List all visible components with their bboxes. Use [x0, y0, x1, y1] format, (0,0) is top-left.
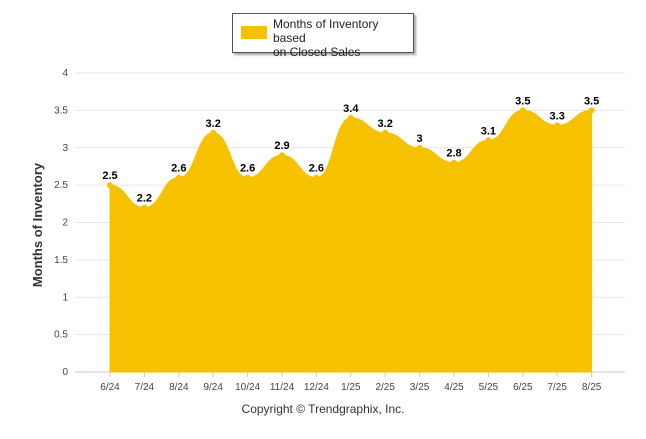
- y-tick-label: 0: [62, 367, 68, 378]
- data-label: 3.3: [550, 110, 565, 122]
- y-tick-label: 2: [62, 218, 68, 229]
- legend[interactable]: Months of Inventory based on Closed Sale…: [232, 13, 414, 59]
- data-label: 2.2: [137, 193, 152, 205]
- data-point[interactable]: [107, 182, 113, 189]
- x-tick-label: 11/24: [270, 382, 295, 393]
- data-point[interactable]: [554, 122, 561, 129]
- series-area: [107, 107, 595, 373]
- y-tick-label: 1.5: [54, 255, 68, 266]
- legend-label-line1: Months of Inventory based: [273, 17, 379, 45]
- area-series[interactable]: [109, 109, 593, 373]
- data-label: 3.2: [206, 118, 221, 130]
- y-tick-label: 2.5: [54, 180, 68, 191]
- data-label: 3.4: [343, 103, 359, 115]
- data-point[interactable]: [244, 174, 251, 181]
- data-label: 2.9: [274, 140, 289, 152]
- data-point[interactable]: [416, 144, 423, 151]
- data-point[interactable]: [347, 114, 354, 121]
- data-label: 2.8: [446, 148, 461, 160]
- copyright-text: Copyright © Trendgraphix, Inc.: [241, 402, 405, 416]
- x-tick-label: 6/24: [100, 382, 120, 393]
- x-tick-label: 8/25: [582, 382, 602, 393]
- y-axis-ticks: 0 0.5 1 1.5 2 2.5 3 3.5 4: [54, 68, 68, 378]
- x-tick-label: 2/25: [375, 382, 395, 393]
- data-point[interactable]: [141, 204, 148, 211]
- data-label: 2.5: [102, 170, 117, 182]
- x-tick-label: 5/25: [479, 382, 499, 393]
- x-tick-label: 4/25: [444, 382, 464, 393]
- data-label: 3.5: [515, 95, 530, 107]
- data-label: 2.6: [309, 163, 324, 175]
- y-tick-label: 0.5: [54, 330, 68, 341]
- data-labels: 2.5 2.2 2.6 3.2 2.6 2.9 2.6 3.4 3.2 3 2.8 3.1 3.5 3.3…: [102, 95, 599, 204]
- y-tick-label: 3: [62, 143, 68, 154]
- legend-label-line2: on Closed Sales: [273, 45, 361, 59]
- data-point[interactable]: [175, 174, 182, 181]
- data-point[interactable]: [451, 159, 457, 166]
- data-label: 3: [417, 133, 423, 145]
- x-tick-label: 8/24: [169, 382, 189, 393]
- data-label: 3.2: [378, 118, 393, 130]
- data-point[interactable]: [313, 174, 320, 181]
- x-tick-label: 1/25: [341, 382, 361, 393]
- x-tick-label: 6/25: [513, 382, 533, 393]
- x-tick-label: 12/24: [304, 382, 329, 393]
- y-tick-label: 3.5: [54, 105, 68, 116]
- data-point[interactable]: [279, 152, 285, 159]
- data-label: 3.5: [584, 95, 599, 107]
- x-tick-label: 7/25: [547, 382, 567, 393]
- data-label: 3.1: [481, 125, 496, 137]
- legend-label: Months of Inventory based on Closed Sale…: [273, 17, 409, 59]
- x-tick-label: 10/24: [235, 382, 260, 393]
- x-tick-label: 7/24: [135, 382, 155, 393]
- data-point[interactable]: [210, 129, 217, 136]
- data-point[interactable]: [382, 129, 389, 136]
- x-tick-label: 3/25: [410, 382, 430, 393]
- data-point[interactable]: [519, 107, 526, 114]
- y-tick-label: 4: [62, 68, 68, 79]
- data-point[interactable]: [588, 107, 595, 114]
- data-label: 2.6: [171, 163, 186, 175]
- y-axis-title: Months of Inventory: [30, 162, 45, 287]
- data-point[interactable]: [485, 137, 492, 144]
- x-tick-label: 9/24: [203, 382, 223, 393]
- legend-swatch: [241, 26, 267, 39]
- data-label: 2.6: [240, 163, 255, 175]
- x-axis-ticks: 6/24 7/24 8/24 9/24 10/24 11/24 12/24 1/25 2/25 3…: [100, 372, 602, 393]
- y-tick-label: 1: [62, 292, 68, 303]
